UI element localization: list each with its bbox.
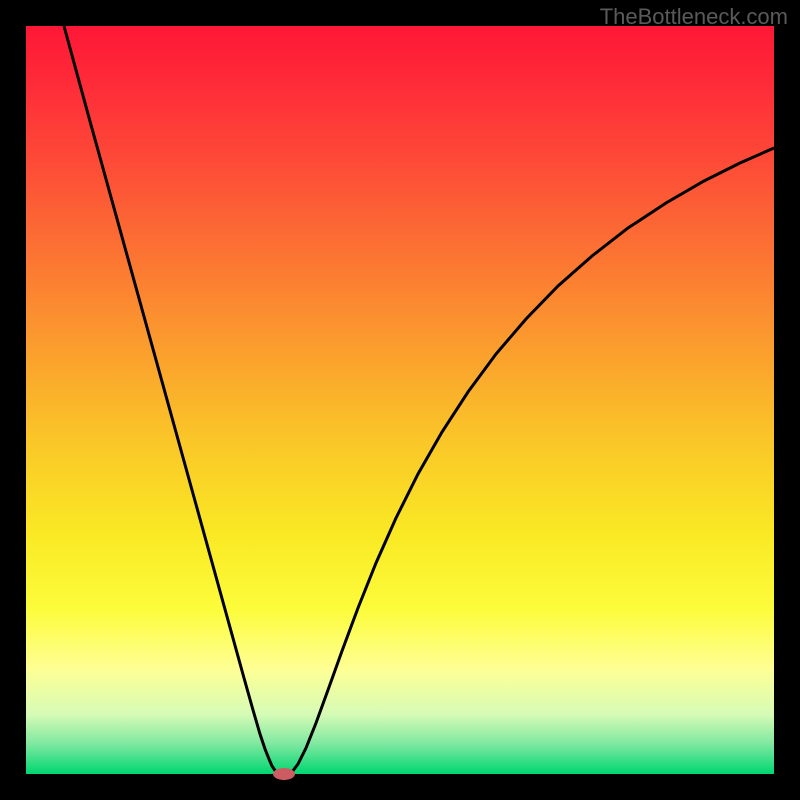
bottleneck-chart [0,0,800,800]
optimal-marker [273,768,295,780]
plot-background [26,26,774,774]
chart-container: TheBottleneck.com [0,0,800,800]
watermark-text: TheBottleneck.com [600,4,788,30]
